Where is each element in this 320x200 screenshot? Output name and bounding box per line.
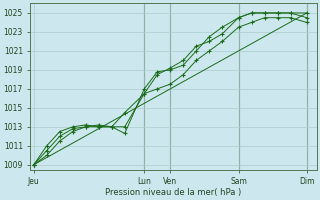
X-axis label: Pression niveau de la mer( hPa ): Pression niveau de la mer( hPa ) (105, 188, 242, 197)
